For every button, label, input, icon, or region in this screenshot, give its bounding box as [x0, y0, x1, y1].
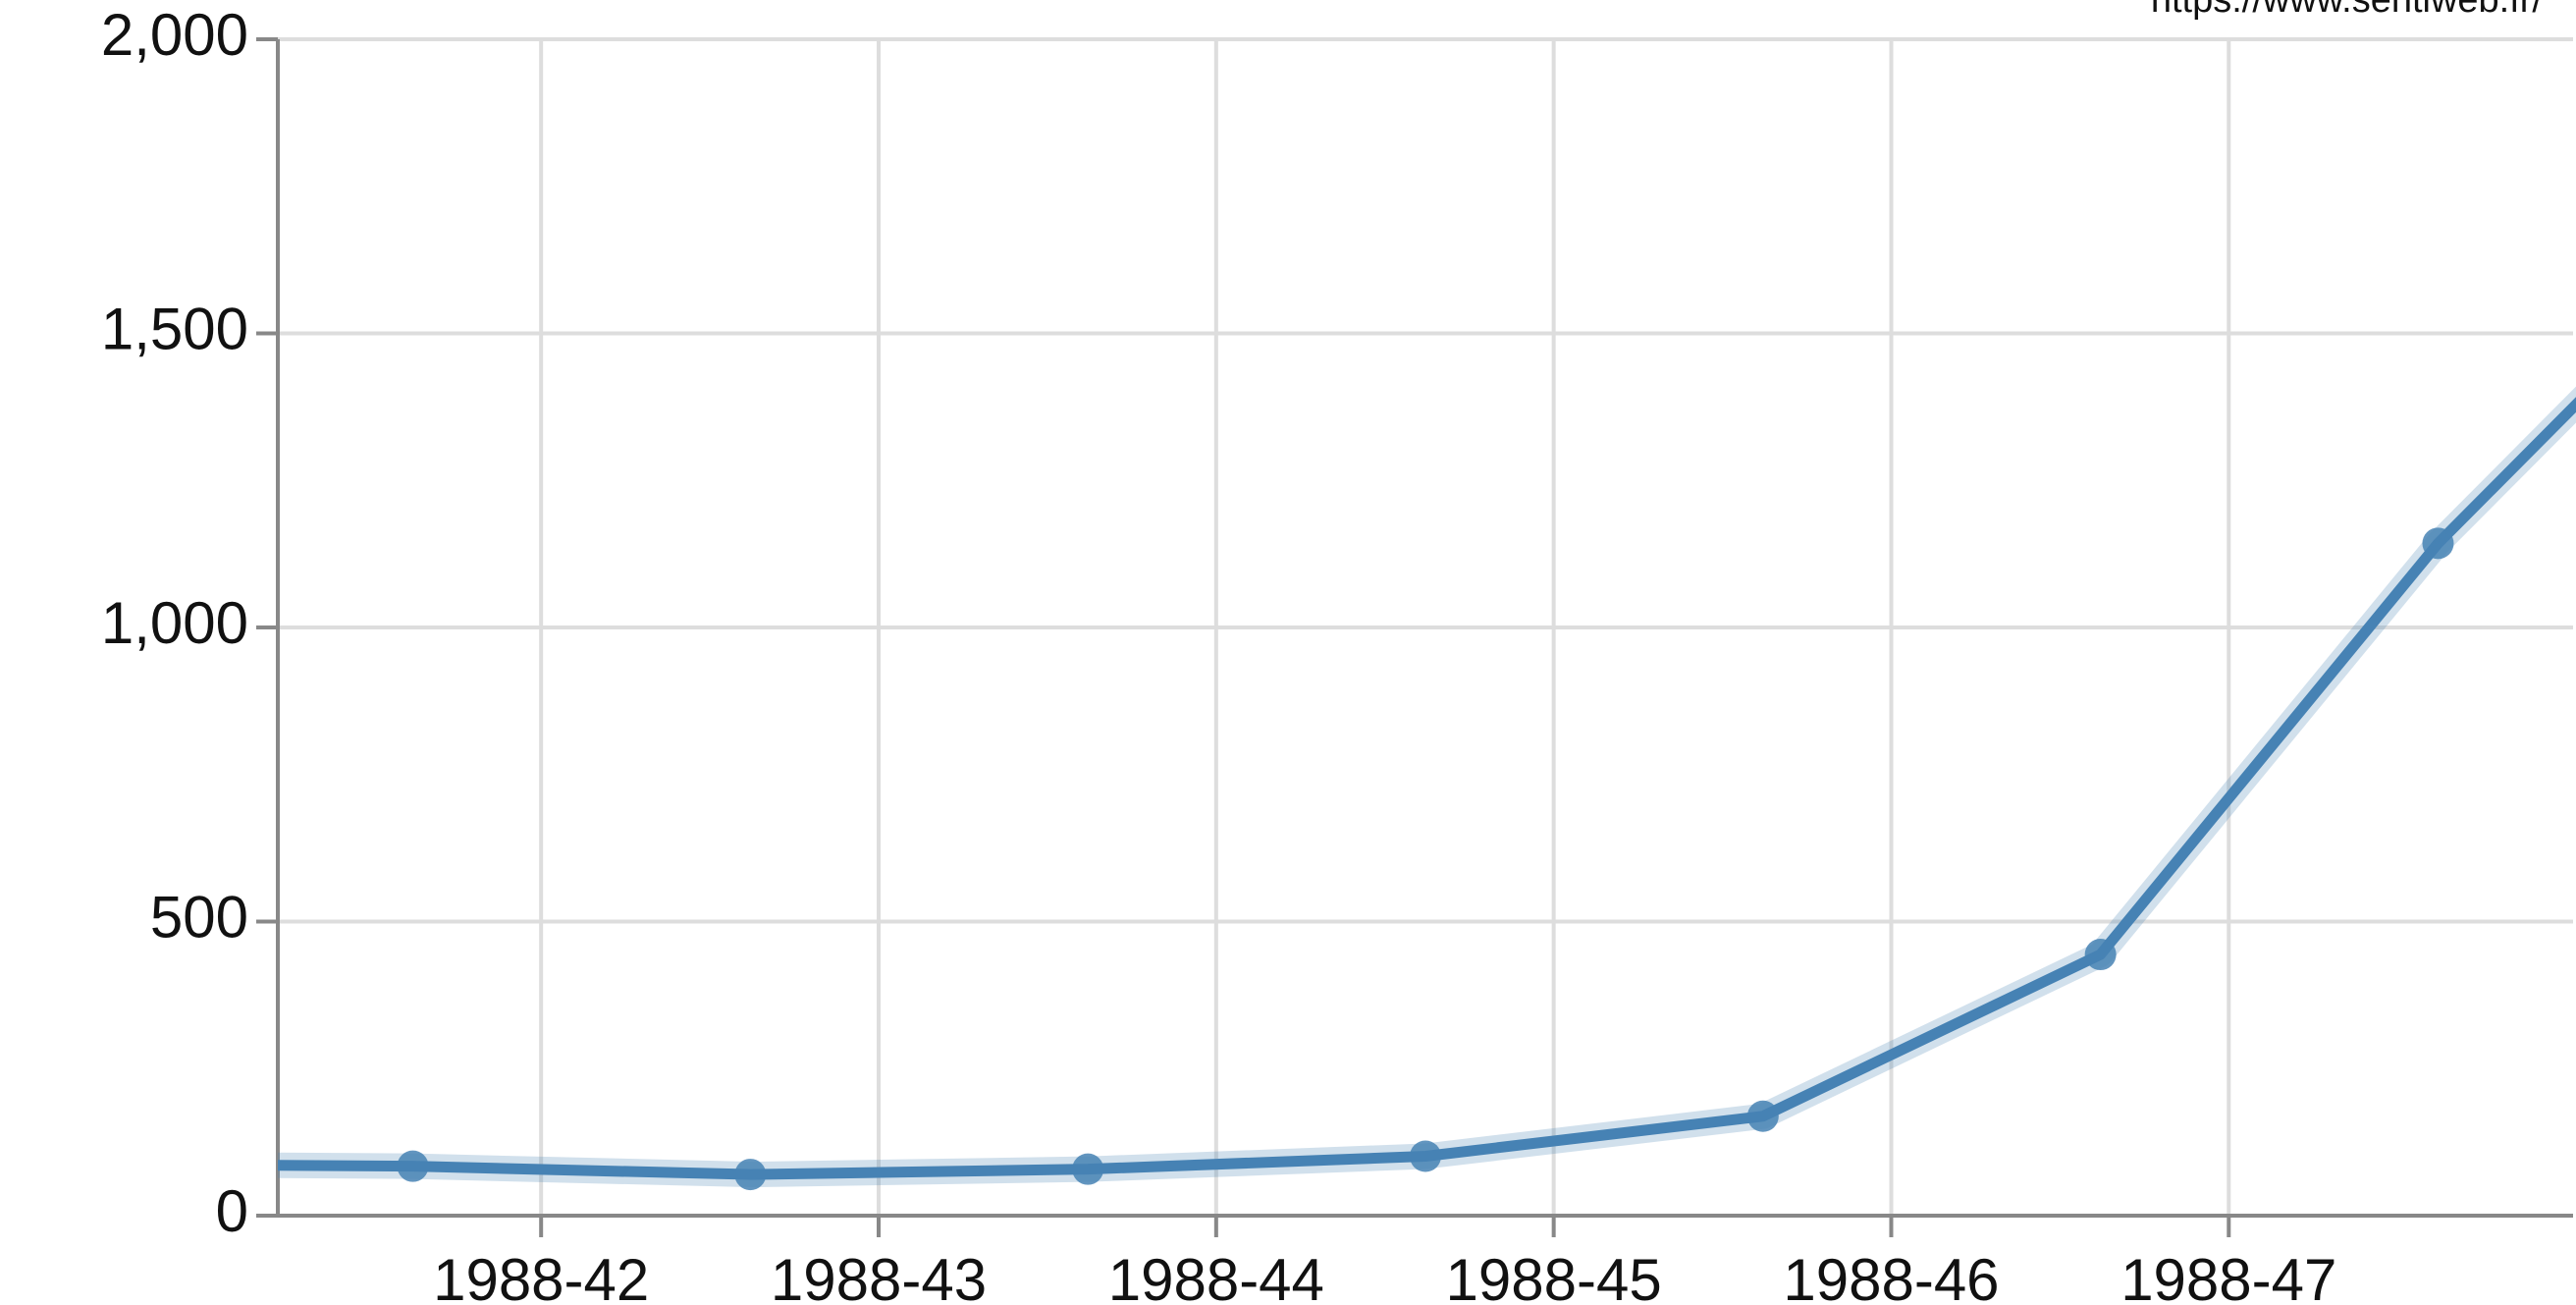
y-tick-label: 0: [216, 1178, 248, 1244]
y-tick-label: 1,000: [101, 590, 248, 656]
point: [1410, 1140, 1441, 1172]
x-tick-label: 1988-46: [1783, 1247, 1999, 1305]
y-tick-label: 500: [150, 884, 248, 950]
line: [278, 397, 2576, 1180]
point: [2084, 939, 2117, 971]
point: [60, 1148, 91, 1179]
x-tick-label: 1988-45: [1446, 1247, 1662, 1305]
line-band: [278, 386, 2576, 1188]
point: [734, 1159, 767, 1191]
x-tick-label: 1988-47: [2120, 1247, 2336, 1305]
x-tick-label: 1988-43: [771, 1247, 987, 1305]
y-tick-label: 2,000: [101, 2, 248, 68]
point: [1072, 1153, 1104, 1185]
plot-area: [60, 386, 2576, 1191]
point: [1746, 1100, 1779, 1132]
y-tick-label: 1,500: [101, 296, 248, 361]
point: [397, 1150, 429, 1182]
point: [2422, 527, 2454, 560]
source: https://www.sentiweb.fr/: [2151, 0, 2544, 21]
x-tick-label: 1988-44: [1108, 1247, 1324, 1305]
x-tick-label: 1988-42: [433, 1247, 649, 1305]
